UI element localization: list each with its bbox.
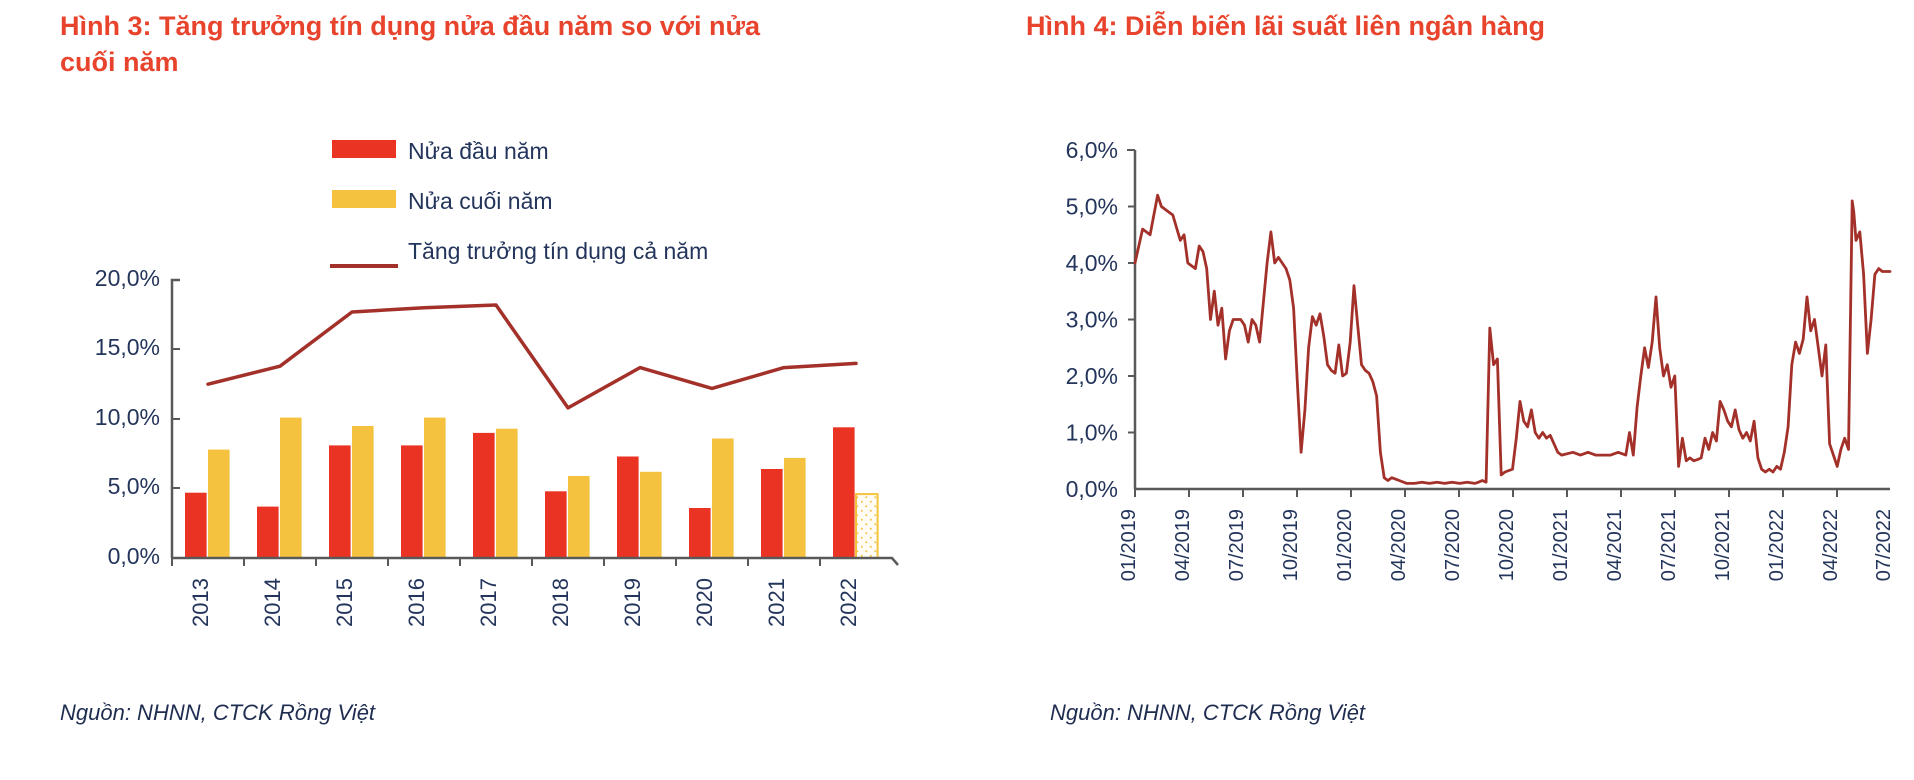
- svg-text:0,0%: 0,0%: [1066, 476, 1118, 502]
- svg-text:4,0%: 4,0%: [1066, 250, 1118, 276]
- svg-text:04/2019: 04/2019: [1172, 509, 1194, 581]
- svg-text:2017: 2017: [476, 578, 501, 627]
- svg-text:2014: 2014: [260, 578, 285, 627]
- svg-text:04/2021: 04/2021: [1604, 509, 1626, 581]
- svg-text:15,0%: 15,0%: [95, 334, 160, 360]
- svg-text:07/2021: 07/2021: [1658, 509, 1680, 581]
- svg-text:10/2021: 10/2021: [1712, 509, 1734, 581]
- svg-text:10/2019: 10/2019: [1280, 509, 1302, 581]
- svg-text:2020: 2020: [692, 578, 717, 627]
- svg-text:01/2021: 01/2021: [1550, 509, 1572, 581]
- svg-text:2019: 2019: [620, 578, 645, 627]
- svg-text:01/2020: 01/2020: [1334, 509, 1356, 581]
- svg-text:04/2020: 04/2020: [1388, 509, 1410, 581]
- svg-text:07/2020: 07/2020: [1442, 509, 1464, 581]
- svg-text:2013: 2013: [188, 578, 213, 627]
- svg-text:1,0%: 1,0%: [1066, 420, 1118, 446]
- svg-text:2015: 2015: [332, 578, 357, 627]
- svg-text:10/2020: 10/2020: [1496, 509, 1518, 581]
- svg-text:07/2019: 07/2019: [1226, 509, 1248, 581]
- svg-text:0,0%: 0,0%: [108, 543, 160, 569]
- svg-text:2022: 2022: [836, 578, 861, 627]
- svg-text:2016: 2016: [404, 578, 429, 627]
- svg-text:3,0%: 3,0%: [1066, 307, 1118, 333]
- svg-text:20,0%: 20,0%: [95, 265, 160, 291]
- svg-text:07/2022: 07/2022: [1873, 509, 1895, 581]
- svg-text:01/2019: 01/2019: [1118, 509, 1140, 581]
- svg-text:2,0%: 2,0%: [1066, 363, 1118, 389]
- svg-text:5,0%: 5,0%: [1066, 194, 1118, 220]
- svg-text:5,0%: 5,0%: [108, 473, 160, 499]
- svg-text:04/2022: 04/2022: [1820, 509, 1842, 581]
- svg-text:6,0%: 6,0%: [1066, 137, 1118, 163]
- svg-text:01/2022: 01/2022: [1766, 509, 1788, 581]
- svg-text:2018: 2018: [548, 578, 573, 627]
- svg-text:2021: 2021: [764, 578, 789, 627]
- svg-text:10,0%: 10,0%: [95, 404, 160, 430]
